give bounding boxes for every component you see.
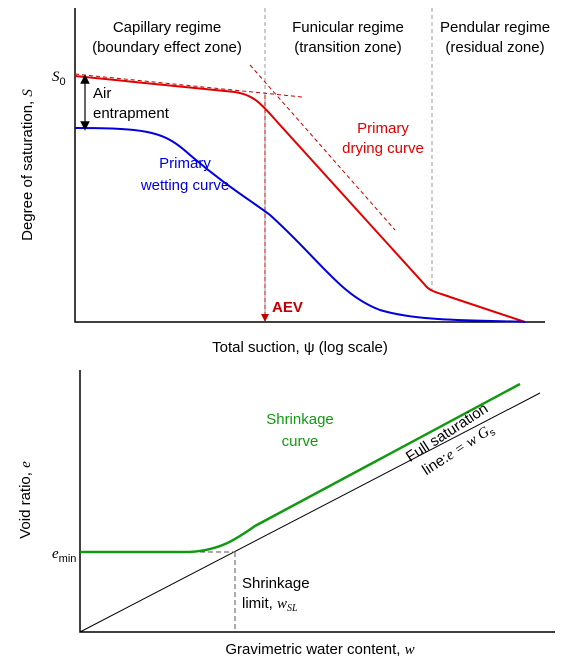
annotation: Air	[93, 85, 111, 102]
s0-label: S0	[52, 69, 66, 88]
regime-zone: (residual zone)	[445, 39, 544, 56]
x-axis-label: Total suction, ψ (log scale)	[212, 339, 388, 356]
tangent	[74, 73, 303, 98]
curve-label: Shrinkage	[266, 411, 334, 428]
curve-label: curve	[282, 433, 319, 450]
emin-label: emin	[52, 546, 76, 565]
regime-name: Pendular regime	[440, 19, 550, 36]
x-axis-label: Gravimetric water content, w	[225, 641, 414, 658]
curve-label: Primary	[159, 155, 211, 172]
curve-label: wetting curve	[140, 177, 229, 194]
regime-name: Capillary regime	[113, 19, 221, 36]
regime-zone: (boundary effect zone)	[92, 39, 242, 56]
saturation-line	[79, 392, 541, 633]
shrinkage-curve	[80, 382, 521, 554]
tangent	[249, 64, 396, 231]
curve-label: drying curve	[342, 140, 424, 157]
top-axes	[74, 8, 545, 323]
drying-curve	[74, 75, 526, 323]
saturation-label: Full saturation line:e = w Gs	[403, 400, 498, 479]
y-axis-label: Degree of saturation, S	[19, 89, 36, 241]
annotation: entrapment	[93, 105, 170, 122]
regime-zone: (transition zone)	[294, 39, 402, 56]
curve-label: Primary	[357, 120, 409, 137]
y-axis-label: Void ratio, e	[17, 461, 34, 539]
aev-label: AEV	[272, 299, 303, 316]
annotation: Shrinkage	[242, 575, 310, 592]
wetting-curve	[74, 127, 526, 323]
regime-name: Funicular regime	[292, 19, 404, 36]
annotation: limit, wSL	[242, 595, 298, 614]
